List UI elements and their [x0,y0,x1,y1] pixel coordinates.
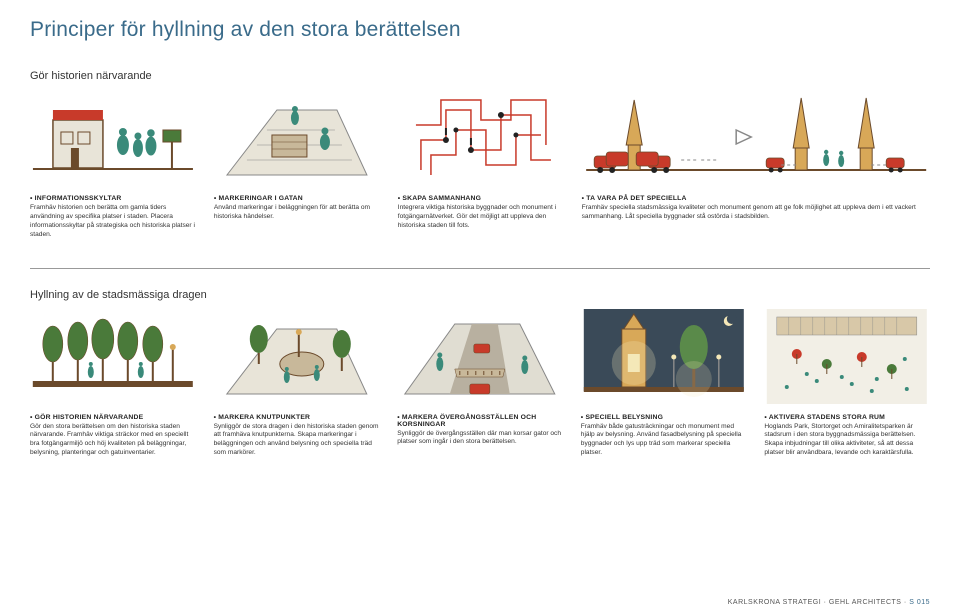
illus-node [214,309,380,404]
body-text: Synliggör de övergångsställen där man ko… [397,430,563,448]
col-knutpunkter: MARKERA KNUTPUNKTER Synliggör de stora d… [214,309,380,459]
illus-info-sign [30,90,196,185]
section2-row: GÖR HISTORIEN NÄRVARANDE Gör den stora b… [30,309,930,459]
heading: AKTIVERA STADENS STORA RUM [764,414,930,421]
body-text: Framhäv historien och berätta om gamla t… [30,204,196,240]
heading: MARKERA ÖVERGÅNGSSTÄLLEN OCH KORSNINGAR [397,414,563,428]
col-markeringar: MARKERINGAR I GATAN Använd markeringar i… [214,90,380,240]
section-divider [30,268,930,269]
col-speciella: TA VARA PÅ DET SPECIELLA Framhäv speciel… [582,90,930,240]
page-footer: KARLSKRONA STRATEGI · GEHL ARCHITECTS · … [728,599,930,606]
footer-firm: GEHL ARCHITECTS [829,599,902,606]
body-text: Integrera viktiga historiska byggnader o… [398,204,564,231]
section1-subtitle: Gör historien närvarande [30,70,930,82]
col-sammanhang: SKAPA SAMMANHANG Integrera viktiga histo… [398,90,564,240]
page-title: Principer för hyllning av den stora berä… [30,18,930,42]
col-aktivera: AKTIVERA STADENS STORA RUM Hoglands Park… [764,309,930,459]
section2-subtitle: Hyllning av de stadsmässiga dragen [30,289,930,301]
heading: TA VARA PÅ DET SPECIELLA [582,195,930,202]
body-text: Gör den stora berättelsen om den histori… [30,423,196,459]
heading: SKAPA SAMMANHANG [398,195,564,202]
body-text: Framhäv speciella stadsmässiga kvalitete… [582,204,930,222]
col-informationsskyltar: INFORMATIONSSKYLTAR Framhäv historien oc… [30,90,196,240]
illus-trees-street [30,309,196,404]
col-overgang: MARKERA ÖVERGÅNGSSTÄLLEN OCH KORSNINGAR … [397,309,563,459]
col-historien: GÖR HISTORIEN NÄRVARANDE Gör den stora b… [30,309,196,459]
heading: INFORMATIONSSKYLTAR [30,195,196,202]
footer-page: S 015 [909,599,930,606]
heading: MARKERINGAR I GATAN [214,195,380,202]
col-belysning: SPECIELL BELYSNING Framhäv både gatusträ… [581,309,747,459]
illus-network [398,90,564,185]
body-text: Framhäv både gatusträckningar och monume… [581,423,747,459]
body-text: Hoglands Park, Stortorget och Amiralitet… [764,423,930,459]
footer-project: KARLSKRONA STRATEGI [728,599,821,606]
body-text: Använd markeringar i beläggningen för at… [214,204,380,222]
illus-monument [582,90,930,185]
heading: SPECIELL BELYSNING [581,414,747,421]
illus-crossing [397,309,563,404]
illus-pavement [214,90,380,185]
heading: MARKERA KNUTPUNKTER [214,414,380,421]
body-text: Synliggör de stora dragen i den historis… [214,423,380,459]
section1-row: INFORMATIONSSKYLTAR Framhäv historien oc… [30,90,930,240]
heading: GÖR HISTORIEN NÄRVARANDE [30,414,196,421]
illus-lighting [581,309,747,404]
illus-plaza [764,309,930,404]
